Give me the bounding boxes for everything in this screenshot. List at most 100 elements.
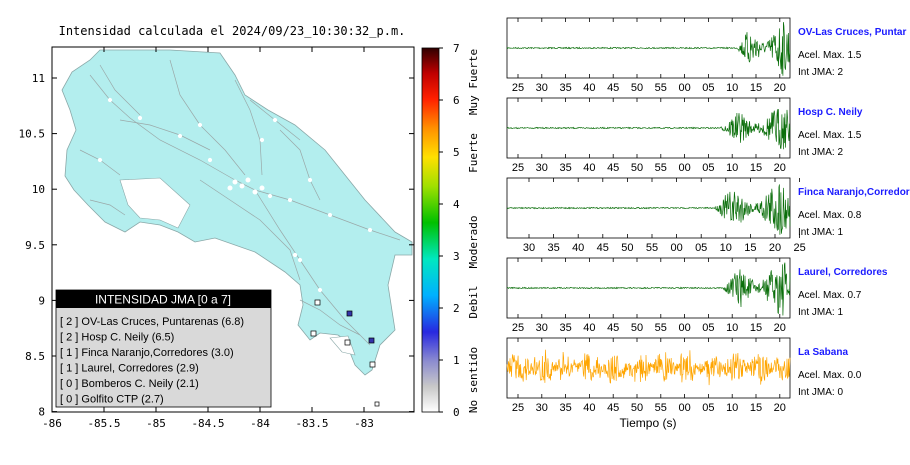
seismogram-tick-label: 55	[655, 82, 667, 94]
station-marker	[314, 299, 321, 306]
map-y-tick-label: 9	[38, 294, 45, 307]
colorbar-label-fuerte: Fuerte	[467, 133, 480, 173]
seismogram-waveform	[506, 349, 791, 386]
seismogram-tick-label: 35	[559, 322, 571, 334]
map-x-axis: -86 -85.5 -85 -84.5 -84 -83.5 -83	[42, 47, 374, 430]
map-stations	[310, 299, 380, 407]
station-marker	[369, 361, 376, 368]
station-marker	[344, 339, 351, 346]
seismogram-tick-label: 10	[726, 162, 738, 174]
seismogram-tick-label: 45	[607, 322, 619, 334]
seismogram-tick-label: 00	[678, 322, 690, 334]
seismogram-tick-label: 25	[512, 322, 524, 334]
intensity-legend: INTENSIDAD JMA [0 a 7] [ 2 ] OV-Las Cruc…	[55, 289, 272, 408]
seismogram-station-name: Finca Naranjo,Corredor	[798, 187, 910, 198]
seismogram-tick-label: 25	[793, 242, 805, 254]
seismogram-int-jma: Int JMA: 1	[798, 227, 843, 238]
seismogram-tick-label: 10	[726, 402, 738, 414]
seismogram-tick-label: 50	[621, 242, 633, 254]
seismogram-tick-label: 25	[512, 162, 524, 174]
seismogram-tick-label: 20	[774, 402, 786, 414]
seismogram-waveform	[506, 184, 791, 235]
seismogram-tick-label: 10	[726, 82, 738, 94]
seismogram-tick-label: 35	[559, 162, 571, 174]
map-x-tick-label: -85.5	[87, 417, 120, 430]
seismogram-tick-label: 05	[702, 402, 714, 414]
seismogram-tick-label: 15	[744, 242, 756, 254]
seismogram-station-name: La Sabana	[798, 347, 848, 358]
seismogram-tick-label: 00	[678, 402, 690, 414]
colorbar-tick-label: 1	[453, 354, 460, 367]
seismogram-tick-label: 45	[607, 402, 619, 414]
seismogram-tick-label: 55	[655, 162, 667, 174]
colorbar-tick-label: 6	[453, 94, 460, 107]
legend-row: [ 1 ] Finca Naranjo,Corredores (3.0)	[60, 347, 234, 359]
colorbar-tick-label: 7	[453, 42, 460, 55]
seismogram-tick-label: 50	[631, 322, 643, 334]
colorbar-tick-label: 5	[453, 146, 460, 159]
map-y-tick-label: 11	[32, 72, 45, 85]
map-y-axis: 11 10.5 10 9.5 9 8.5 8	[19, 72, 414, 419]
seismogram-tick-label: 00	[670, 242, 682, 254]
seismogram-tick-label: 10	[726, 322, 738, 334]
seismogram-tick-label: 30	[536, 402, 548, 414]
seismogram-tick-label: 35	[559, 402, 571, 414]
seismogram-tick-label: 40	[583, 322, 595, 334]
seismogram-tick-label: 25	[512, 402, 524, 414]
map-y-tick-label: 9.5	[25, 239, 45, 252]
map-x-tick-label: -86	[42, 417, 62, 430]
legend-row: [ 0 ] Golfito CTP (2.7)	[60, 394, 164, 406]
seismogram-tick-label: 45	[597, 242, 609, 254]
seismogram-tick-label: 20	[774, 322, 786, 334]
seismogram-waveform	[506, 262, 791, 316]
station-marker	[374, 401, 380, 407]
colorbar: 7 6 5 4 3 2 1 0 Muy Fuerte Fuerte Moderado Debi…	[421, 42, 480, 419]
seismogram-tick-label: 25	[512, 82, 524, 94]
seismogram-tick-label: 20	[774, 82, 786, 94]
colorbar-label-muy-fuerte: Muy Fuerte	[467, 49, 480, 115]
seismogram-tick-label: 45	[607, 162, 619, 174]
seismogram-waveform	[506, 22, 791, 76]
seismogram-tick-label: 00	[678, 162, 690, 174]
seismogram-tick-label: 55	[655, 402, 667, 414]
map-y-tick-label: 10.5	[19, 128, 46, 141]
station-marker	[310, 330, 317, 337]
map-x-tick-label: -83.5	[295, 417, 328, 430]
station-marker	[346, 310, 353, 317]
map-y-tick-label: 10	[32, 183, 45, 196]
seismogram-station-name: Laurel, Corredores	[798, 267, 888, 278]
seismogram-tick-label: 15	[750, 322, 762, 334]
seismogram-tick-label: 50	[631, 82, 643, 94]
seismogram-station-name: OV-Las Cruces, Puntar	[798, 27, 906, 38]
seismogram-tick-label: 10	[720, 242, 732, 254]
seismogram-panel: 25 30 35 40 45 50 55 00 05 10 15 20 Laurel, Corredor…	[506, 257, 888, 334]
station-marker	[368, 337, 375, 344]
colorbar-ticks: 7 6 5 4 3 2 1 0	[439, 42, 460, 419]
map-title: Intensidad calculada el 2024/09/23_10:30…	[59, 24, 406, 38]
seismogram-accel-max: Acel. Max. 0.7	[798, 290, 862, 301]
map-x-tick-label: -83	[354, 417, 374, 430]
seismogram-tick-label: 15	[750, 402, 762, 414]
seismogram-panel: 30 35 40 45 50 55 00 05 10 15 20 25 Finca Naranjo,Co…	[506, 177, 910, 254]
map-x-tick-label: -84.5	[191, 417, 224, 430]
seismogram-panel: 25 30 35 40 45 50 55 00 05 10 15 20 La Sabana Acel. M…	[506, 337, 862, 414]
colorbar-tick-label: 2	[453, 302, 460, 315]
map-x-tick-label: -85	[146, 417, 166, 430]
seismogram-tick-label: 30	[523, 242, 535, 254]
seismogram-tick-label: 50	[631, 162, 643, 174]
seismogram-tick-label: 15	[750, 162, 762, 174]
seismogram-tick-label: 00	[678, 82, 690, 94]
seismogram-tick-label: 35	[547, 242, 559, 254]
colorbar-label-no-sentido: No sentido	[467, 347, 480, 413]
seismogram-int-jma: Int JMA: 2	[798, 147, 843, 158]
seismogram-accel-max: Acel. Max. 1.5	[798, 50, 862, 61]
seismogram-tick-label: 45	[607, 82, 619, 94]
seismogram-int-jma: Int JMA: 1	[798, 307, 843, 318]
seismogram-panel: 25 30 35 40 45 50 55 00 05 10 15 20 OV-Las Cruces, P…	[506, 17, 906, 94]
seismogram-tick-label: 35	[559, 82, 571, 94]
legend-row: [ 2 ] OV-Las Cruces, Puntarenas (6.8)	[60, 316, 244, 328]
colorbar-tick-label: 0	[453, 406, 460, 419]
seismogram-tick-label: 40	[583, 82, 595, 94]
map-y-tick-label: 8	[38, 406, 45, 419]
